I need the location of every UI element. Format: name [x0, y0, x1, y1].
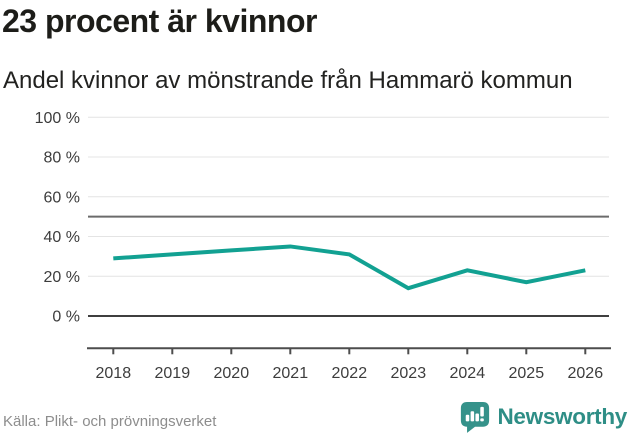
speech-bubble-shape [461, 402, 490, 433]
x-axis-label: 2023 [391, 365, 427, 382]
newsworthy-logo[interactable]: Newsworthy [460, 400, 627, 434]
x-axis-label: 2026 [568, 365, 604, 382]
x-axis-label: 2022 [332, 365, 368, 382]
x-axis-label: 2024 [450, 365, 486, 382]
x-axis-label: 2019 [155, 365, 191, 382]
line-chart: 0 % 20 % 40 % 60 % 80 % 100 % 2018 2019 2020 2021… [35, 110, 611, 382]
y-axis-label: 0 % [52, 309, 80, 326]
newsworthy-logo-icon [461, 402, 490, 433]
y-axis-label: 40 % [44, 229, 80, 246]
x-axis-label: 2020 [214, 365, 250, 382]
source-note: Källa: Plikt- och prövningsverket [3, 413, 217, 430]
y-axis-label: 60 % [44, 189, 80, 206]
data-line-andel-kvinnor [113, 244, 586, 291]
y-axis-label: 20 % [44, 269, 80, 286]
chart-title: 23 procent är kvinnor [2, 3, 317, 39]
y-axis-label: 80 % [44, 150, 80, 167]
x-axis-label: 2021 [273, 365, 309, 382]
y-axis-label: 100 % [35, 110, 80, 127]
newsworthy-logo-text: Newsworthy [497, 404, 627, 429]
x-axis-label: 2018 [96, 365, 132, 382]
x-axis-label: 2025 [509, 365, 545, 382]
chart-subtitle: Andel kvinnor av mönstrande från Hammarö… [3, 67, 573, 94]
bar-chart-glyph [466, 406, 485, 422]
